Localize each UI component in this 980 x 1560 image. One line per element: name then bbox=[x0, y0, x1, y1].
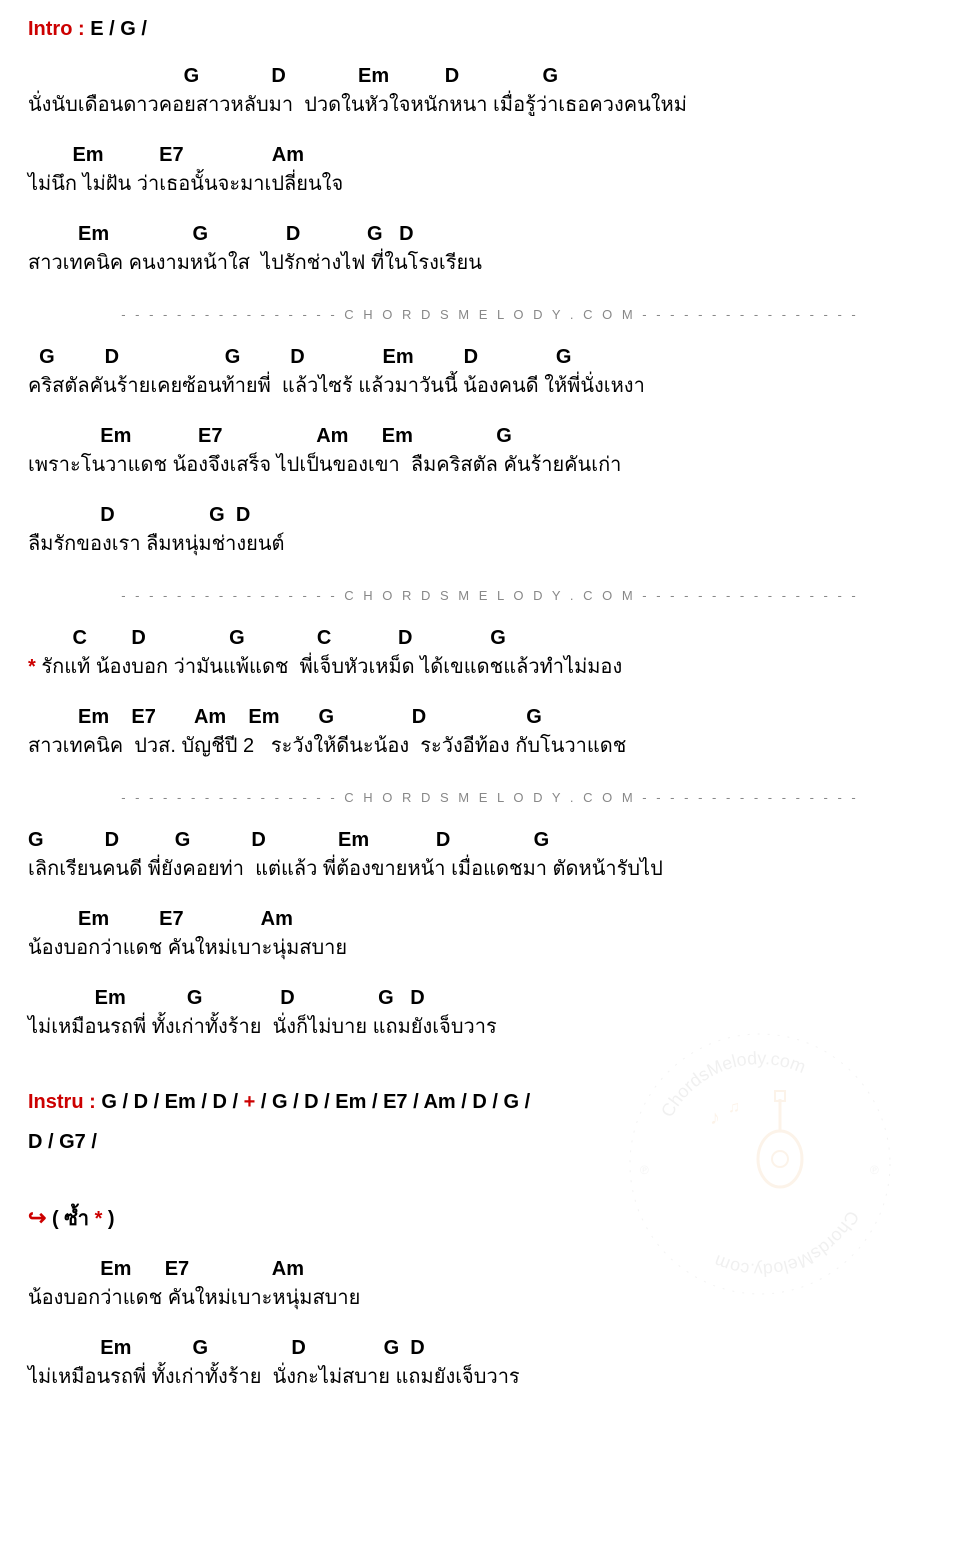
instru-section: Instru : G / D / Em / D / + / G / D / Em… bbox=[28, 1082, 952, 1162]
verse3-lyrics-1: * รักแท้ น้องบอก ว่ามันแพ้แดช พี่เจ็บหัว… bbox=[28, 650, 952, 682]
verse5-chords-2: Em G D G D bbox=[28, 1337, 952, 1360]
intro-label: Intro : bbox=[28, 18, 90, 40]
verse2-lyrics-1: คริสตัลคันร้ายเคยซ้อนท้ายพี่ แล้วไซร้ แล… bbox=[28, 369, 952, 401]
verse1-chords-2: Em E7 Am bbox=[28, 144, 952, 167]
plus-marker: + bbox=[244, 1091, 256, 1113]
instru-line-1: Instru : G / D / Em / D / + / G / D / Em… bbox=[28, 1082, 952, 1122]
intro-section: Intro : E / G / bbox=[28, 18, 952, 41]
verse2-lyrics-2: เพราะโนวาแดช น้องจึงเสร็จ ไปเป็นของเขา ล… bbox=[28, 448, 952, 480]
verse5-chords-1: Em E7 Am bbox=[28, 1258, 952, 1281]
verse1-chords-3: Em G D G D bbox=[28, 223, 952, 246]
return-arrow-icon: ↪ bbox=[28, 1205, 46, 1230]
verse4-chords-2: Em E7 Am bbox=[28, 908, 952, 931]
intro-chords: E / G / bbox=[90, 18, 147, 40]
verse4-lyrics-3: ไม่เหมือนรถพี่ ทั้งเก่าทั้งร้าย นั่งก็ไม… bbox=[28, 1010, 952, 1042]
verse4-lyrics-2: น้องบอกว่าแดช คันใหม่เบาะนุ่มสบาย bbox=[28, 931, 952, 963]
instru-label: Instru : bbox=[28, 1091, 101, 1113]
verse2-chords-1: G D G D Em D G bbox=[28, 346, 952, 369]
verse5-lyrics-1: น้องบอกว่าแดช คันใหม่เบาะหนุ่มสบาย bbox=[28, 1281, 952, 1313]
verse5-lyrics-2: ไม่เหมือนรถพี่ ทั้งเก่าทั้งร้าย นั่งกะไม… bbox=[28, 1360, 952, 1392]
verse1-chords-1: G D Em D G bbox=[28, 65, 952, 88]
verse4-chords-1: G D G D Em D G bbox=[28, 829, 952, 852]
verse1-lyrics-1: นั่งนับเดือนดาวคอยสาวหลับมา ปวดในหัวใจหน… bbox=[28, 88, 952, 120]
verse2-lyrics-3: ลืมรักของเรา ลืมหนุ่มช่างยนต์ bbox=[28, 527, 952, 559]
divider-1: - - - - - - - - - - - - - - - - C H O R … bbox=[28, 306, 952, 322]
verse3-chords-1: C D G C D G bbox=[28, 627, 952, 650]
instru-line-2: D / G7 / bbox=[28, 1122, 952, 1162]
verse3-chords-2: Em E7 Am Em G D G bbox=[28, 706, 952, 729]
chorus-asterisk-marker: * bbox=[28, 656, 36, 678]
repeat-section: ↪ ( ซ้ำ * ) bbox=[28, 1202, 952, 1234]
chord-sheet-content: Intro : E / G / G D Em D G นั่งนับเดือนด… bbox=[28, 18, 952, 1392]
verse2-chords-2: Em E7 Am Em G bbox=[28, 425, 952, 448]
verse4-lyrics-1: เลิกเรียนคนดี พี่ยังคอยท่า แต่แล้ว พี่ต้… bbox=[28, 852, 952, 884]
divider-3: - - - - - - - - - - - - - - - - C H O R … bbox=[28, 789, 952, 805]
verse4-chords-3: Em G D G D bbox=[28, 987, 952, 1010]
verse1-lyrics-3: สาวเทคนิค คนงามหน้าใส ไปรักช่างไฟ ที่ในโ… bbox=[28, 246, 952, 278]
verse2-chords-3: D G D bbox=[28, 504, 952, 527]
verse1-lyrics-2: ไม่นึก ไม่ฝัน ว่าเธอนั้นจะมาเปลี่ยนใจ bbox=[28, 167, 952, 199]
divider-2: - - - - - - - - - - - - - - - - C H O R … bbox=[28, 587, 952, 603]
verse3-lyrics-2: สาวเทคนิค ปวส. บัญชีปี 2 ระวังให้ดีนะน้อ… bbox=[28, 729, 952, 761]
